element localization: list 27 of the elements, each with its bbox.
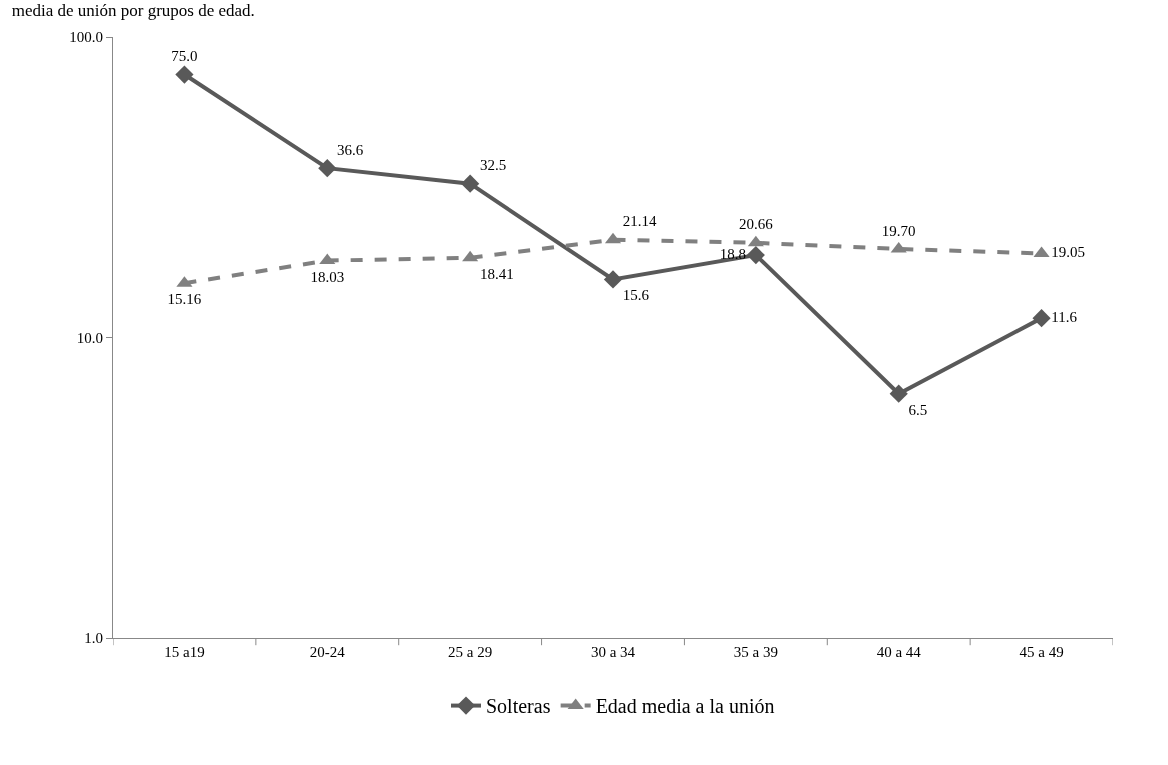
y-tick-label: 10.0 (76, 329, 103, 346)
legend-label: Edad media a la unión (595, 695, 775, 718)
y-tick-label: 1.0 (84, 630, 103, 647)
data-label: 19.70 (881, 222, 916, 239)
data-label: 21.14 (622, 213, 657, 230)
x-tick-label: 35 a 39 (733, 644, 778, 660)
x-tick-label: 30 a 34 (590, 644, 636, 660)
legend-label: Solteras (486, 695, 551, 718)
data-label: 18.41 (479, 265, 514, 282)
x-tick-label: 40 a 44 (876, 644, 922, 660)
data-label: 6.5 (908, 401, 928, 418)
chart-title: media de unión por grupos de edad. (11, 0, 255, 20)
data-label: 36.6 (337, 141, 364, 158)
data-label: 20.66 (738, 216, 774, 233)
x-tick-label: 45 a 49 (1019, 644, 1064, 660)
y-tick-label: 100.0 (69, 29, 103, 46)
x-tick-label: 15 a19 (164, 644, 205, 660)
x-tick-label: 25 a 29 (448, 644, 493, 660)
x-tick-label: 20-24 (309, 644, 346, 660)
data-label: 32.5 (479, 157, 507, 174)
data-label: 19.05 (1051, 244, 1086, 261)
data-label: 18.03 (310, 268, 345, 285)
data-label: 15.16 (167, 291, 202, 308)
data-label: 75.0 (171, 48, 198, 65)
data-label: 11.6 (1051, 308, 1078, 325)
data-label: 18.8 (719, 245, 747, 262)
data-label: 15.6 (622, 287, 650, 304)
